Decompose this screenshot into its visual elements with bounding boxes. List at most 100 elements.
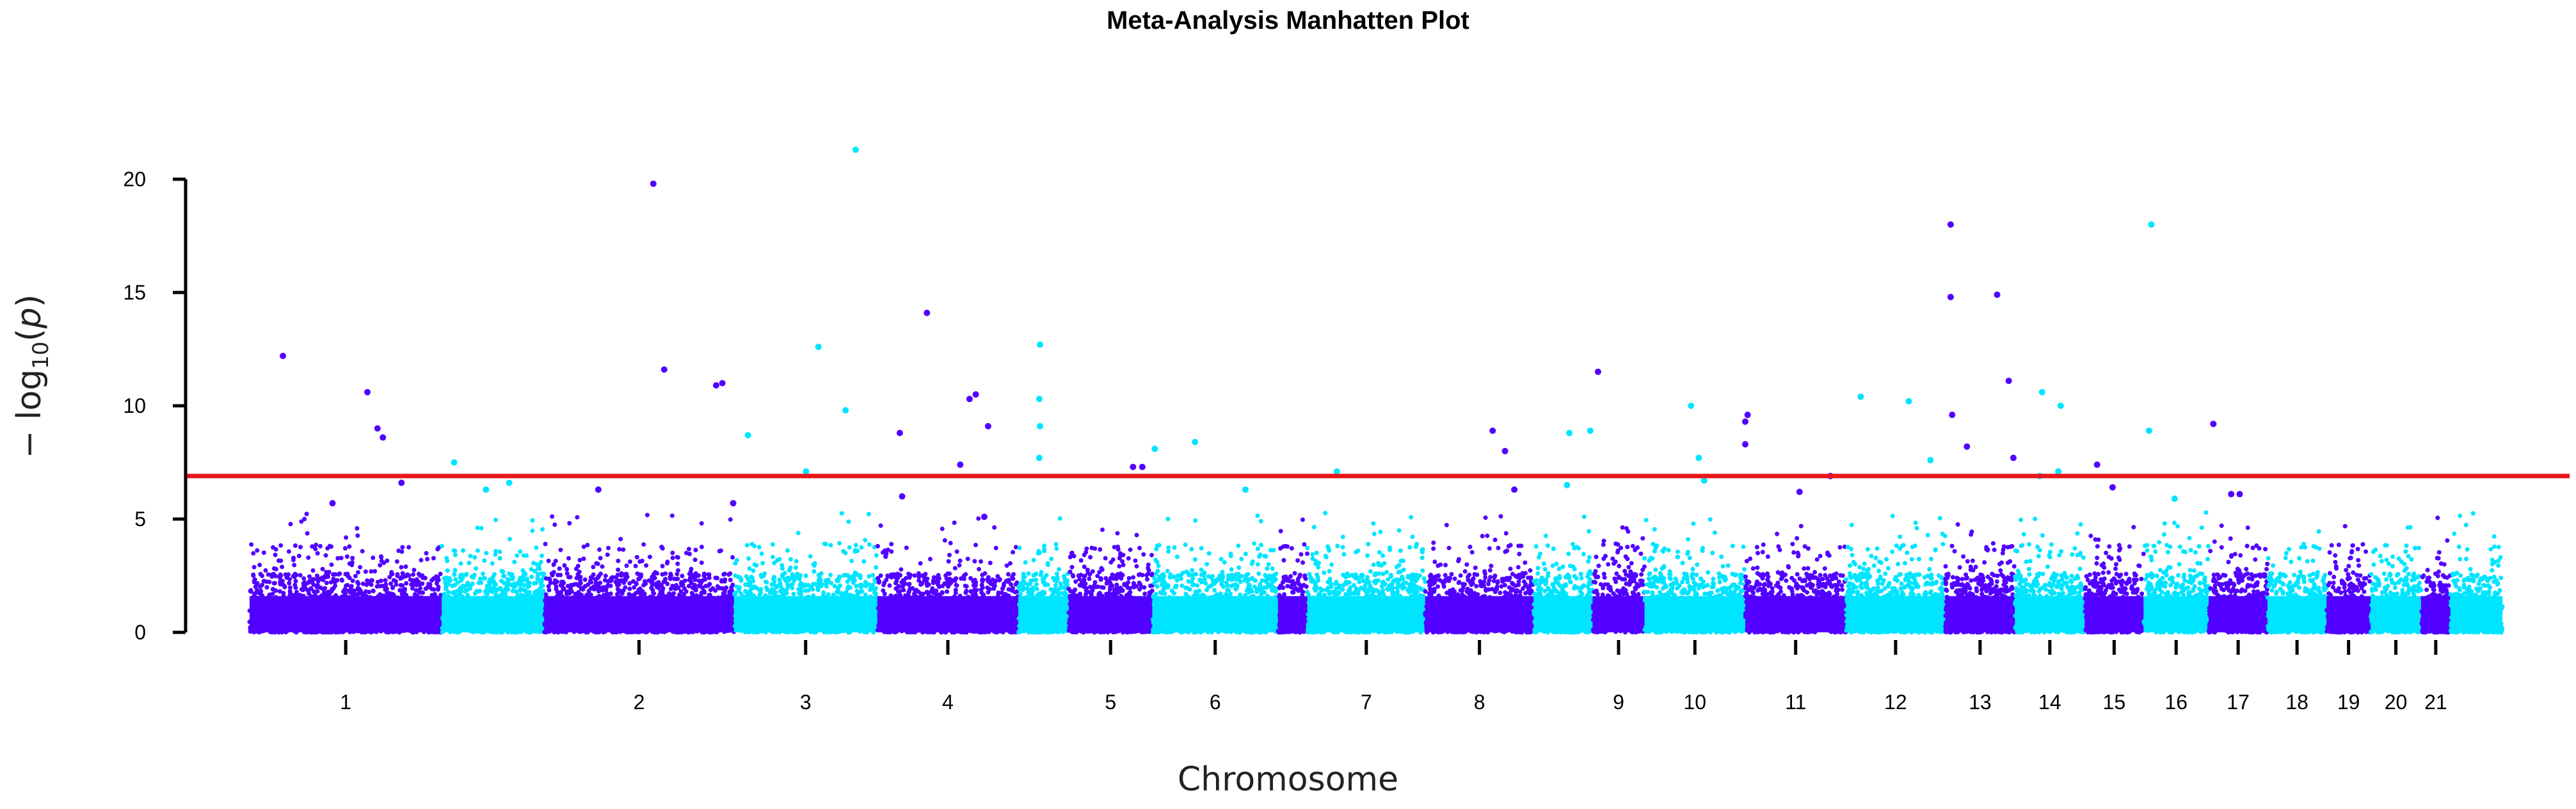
y-axis-label-var: p bbox=[10, 307, 49, 329]
snp-point bbox=[730, 500, 737, 507]
x-tick-label: 10 bbox=[1683, 691, 1706, 714]
snp-point bbox=[924, 309, 931, 316]
y-tick-label: 0 bbox=[134, 621, 146, 644]
snp-point bbox=[1566, 429, 1573, 437]
x-axis-label: Chromosome bbox=[1177, 760, 1399, 799]
snp-point bbox=[2055, 468, 2062, 475]
snp-point bbox=[2010, 454, 2017, 461]
snp-point bbox=[1741, 441, 1748, 448]
chromosome-scatter bbox=[2419, 515, 2453, 635]
chromosome-points bbox=[2448, 511, 2505, 635]
y-tick-label: 10 bbox=[123, 394, 146, 417]
y-axis-label-close: ) bbox=[10, 294, 49, 308]
chromosome-scatter bbox=[440, 517, 547, 635]
chromosome-points bbox=[875, 516, 1021, 635]
y-axis-label-open: ( bbox=[10, 328, 49, 342]
snp-point bbox=[329, 500, 336, 507]
chromosome-points bbox=[1943, 522, 2017, 635]
chromosome-scatter bbox=[2206, 523, 2270, 635]
snp-point bbox=[1857, 393, 1864, 400]
x-tick-label: 20 bbox=[2385, 691, 2408, 714]
snp-point bbox=[1905, 397, 1912, 404]
x-tick-label: 3 bbox=[800, 691, 812, 714]
chromosome-points bbox=[1276, 517, 1310, 635]
snp-point bbox=[1139, 463, 1146, 470]
x-tick-label: 15 bbox=[2103, 691, 2126, 714]
chromosome-scatter bbox=[2141, 510, 2211, 635]
snp-point bbox=[2109, 484, 2116, 491]
snp-point bbox=[2236, 491, 2243, 498]
snp-point bbox=[744, 432, 751, 439]
x-tick-label: 13 bbox=[1969, 691, 1992, 714]
chromosome-points bbox=[2141, 510, 2211, 635]
x-tick-label: 6 bbox=[1210, 691, 1221, 714]
chromosome-scatter bbox=[1532, 514, 1595, 635]
y-axis-label: − log10(p) bbox=[10, 294, 54, 458]
x-tick-label: 2 bbox=[634, 691, 645, 714]
snp-point bbox=[1564, 481, 1571, 488]
snp-point bbox=[1037, 341, 1044, 348]
y-tick-label: 20 bbox=[123, 168, 146, 191]
chromosome-scatter bbox=[2448, 511, 2505, 635]
snp-point bbox=[815, 343, 822, 350]
snp-point bbox=[2228, 491, 2235, 498]
snp-point bbox=[1130, 463, 1137, 470]
snp-point bbox=[1501, 447, 1508, 454]
chromosome-points bbox=[247, 511, 444, 635]
snp-point bbox=[595, 486, 602, 493]
x-tick-label: 16 bbox=[2164, 691, 2188, 714]
snp-point bbox=[451, 459, 458, 466]
snp-point bbox=[980, 513, 988, 520]
snp-point bbox=[1242, 486, 1249, 493]
snp-point bbox=[803, 468, 810, 475]
x-tick-label: 19 bbox=[2337, 691, 2360, 714]
chromosome-points bbox=[1590, 525, 1647, 635]
x-tick-label: 7 bbox=[1361, 691, 1372, 714]
chromosome-scatter bbox=[875, 516, 1021, 635]
chromosome-scatter bbox=[1066, 527, 1155, 635]
snp-point bbox=[2093, 461, 2100, 469]
snp-point bbox=[1037, 422, 1044, 429]
chromosome-points bbox=[2369, 525, 2424, 635]
x-tick-label: 9 bbox=[1613, 691, 1624, 714]
chromosome-scatter bbox=[2265, 529, 2329, 635]
snp-point bbox=[1744, 412, 1751, 419]
snp-point bbox=[1927, 456, 1934, 463]
chromosome-scatter bbox=[1150, 513, 1280, 635]
snp-point bbox=[1036, 454, 1043, 461]
snp-point bbox=[1511, 486, 1518, 493]
snp-point bbox=[660, 366, 668, 373]
chromosome-scatter bbox=[2083, 525, 2146, 635]
snp-point bbox=[2145, 427, 2152, 434]
snp-point bbox=[712, 382, 719, 389]
chromosome-scatter bbox=[1743, 524, 1848, 635]
chromosome-scatter bbox=[1276, 517, 1310, 635]
chromosome-points bbox=[2206, 523, 2270, 635]
chromosome-scatter bbox=[1016, 516, 1071, 635]
chromosome-points bbox=[2083, 525, 2146, 635]
chromosome-scatter bbox=[1423, 514, 1536, 635]
chromosome-scatter bbox=[2324, 524, 2373, 635]
snp-point bbox=[1994, 291, 2001, 298]
chromosome-points bbox=[1305, 511, 1428, 635]
chromosome-scatter bbox=[732, 511, 880, 635]
chromosome-points bbox=[1532, 514, 1595, 635]
x-tick-label: 17 bbox=[2227, 691, 2250, 714]
snp-point bbox=[957, 461, 964, 469]
snp-point bbox=[2038, 388, 2045, 396]
snp-point bbox=[1587, 427, 1594, 434]
snp-point bbox=[2210, 421, 2217, 428]
snp-point bbox=[650, 180, 657, 188]
snp-point bbox=[1949, 412, 1956, 419]
snp-point bbox=[1151, 445, 1158, 453]
snp-point bbox=[984, 422, 991, 429]
snp-point bbox=[966, 396, 973, 403]
snp-point bbox=[719, 380, 726, 387]
chromosome-points bbox=[1016, 516, 1071, 635]
chromosome-points bbox=[542, 513, 737, 635]
snp-point bbox=[852, 146, 859, 153]
x-tick-label: 14 bbox=[2038, 691, 2061, 714]
y-tick-label: 15 bbox=[123, 281, 146, 304]
y-axis-label-subscript: 10 bbox=[28, 341, 54, 369]
